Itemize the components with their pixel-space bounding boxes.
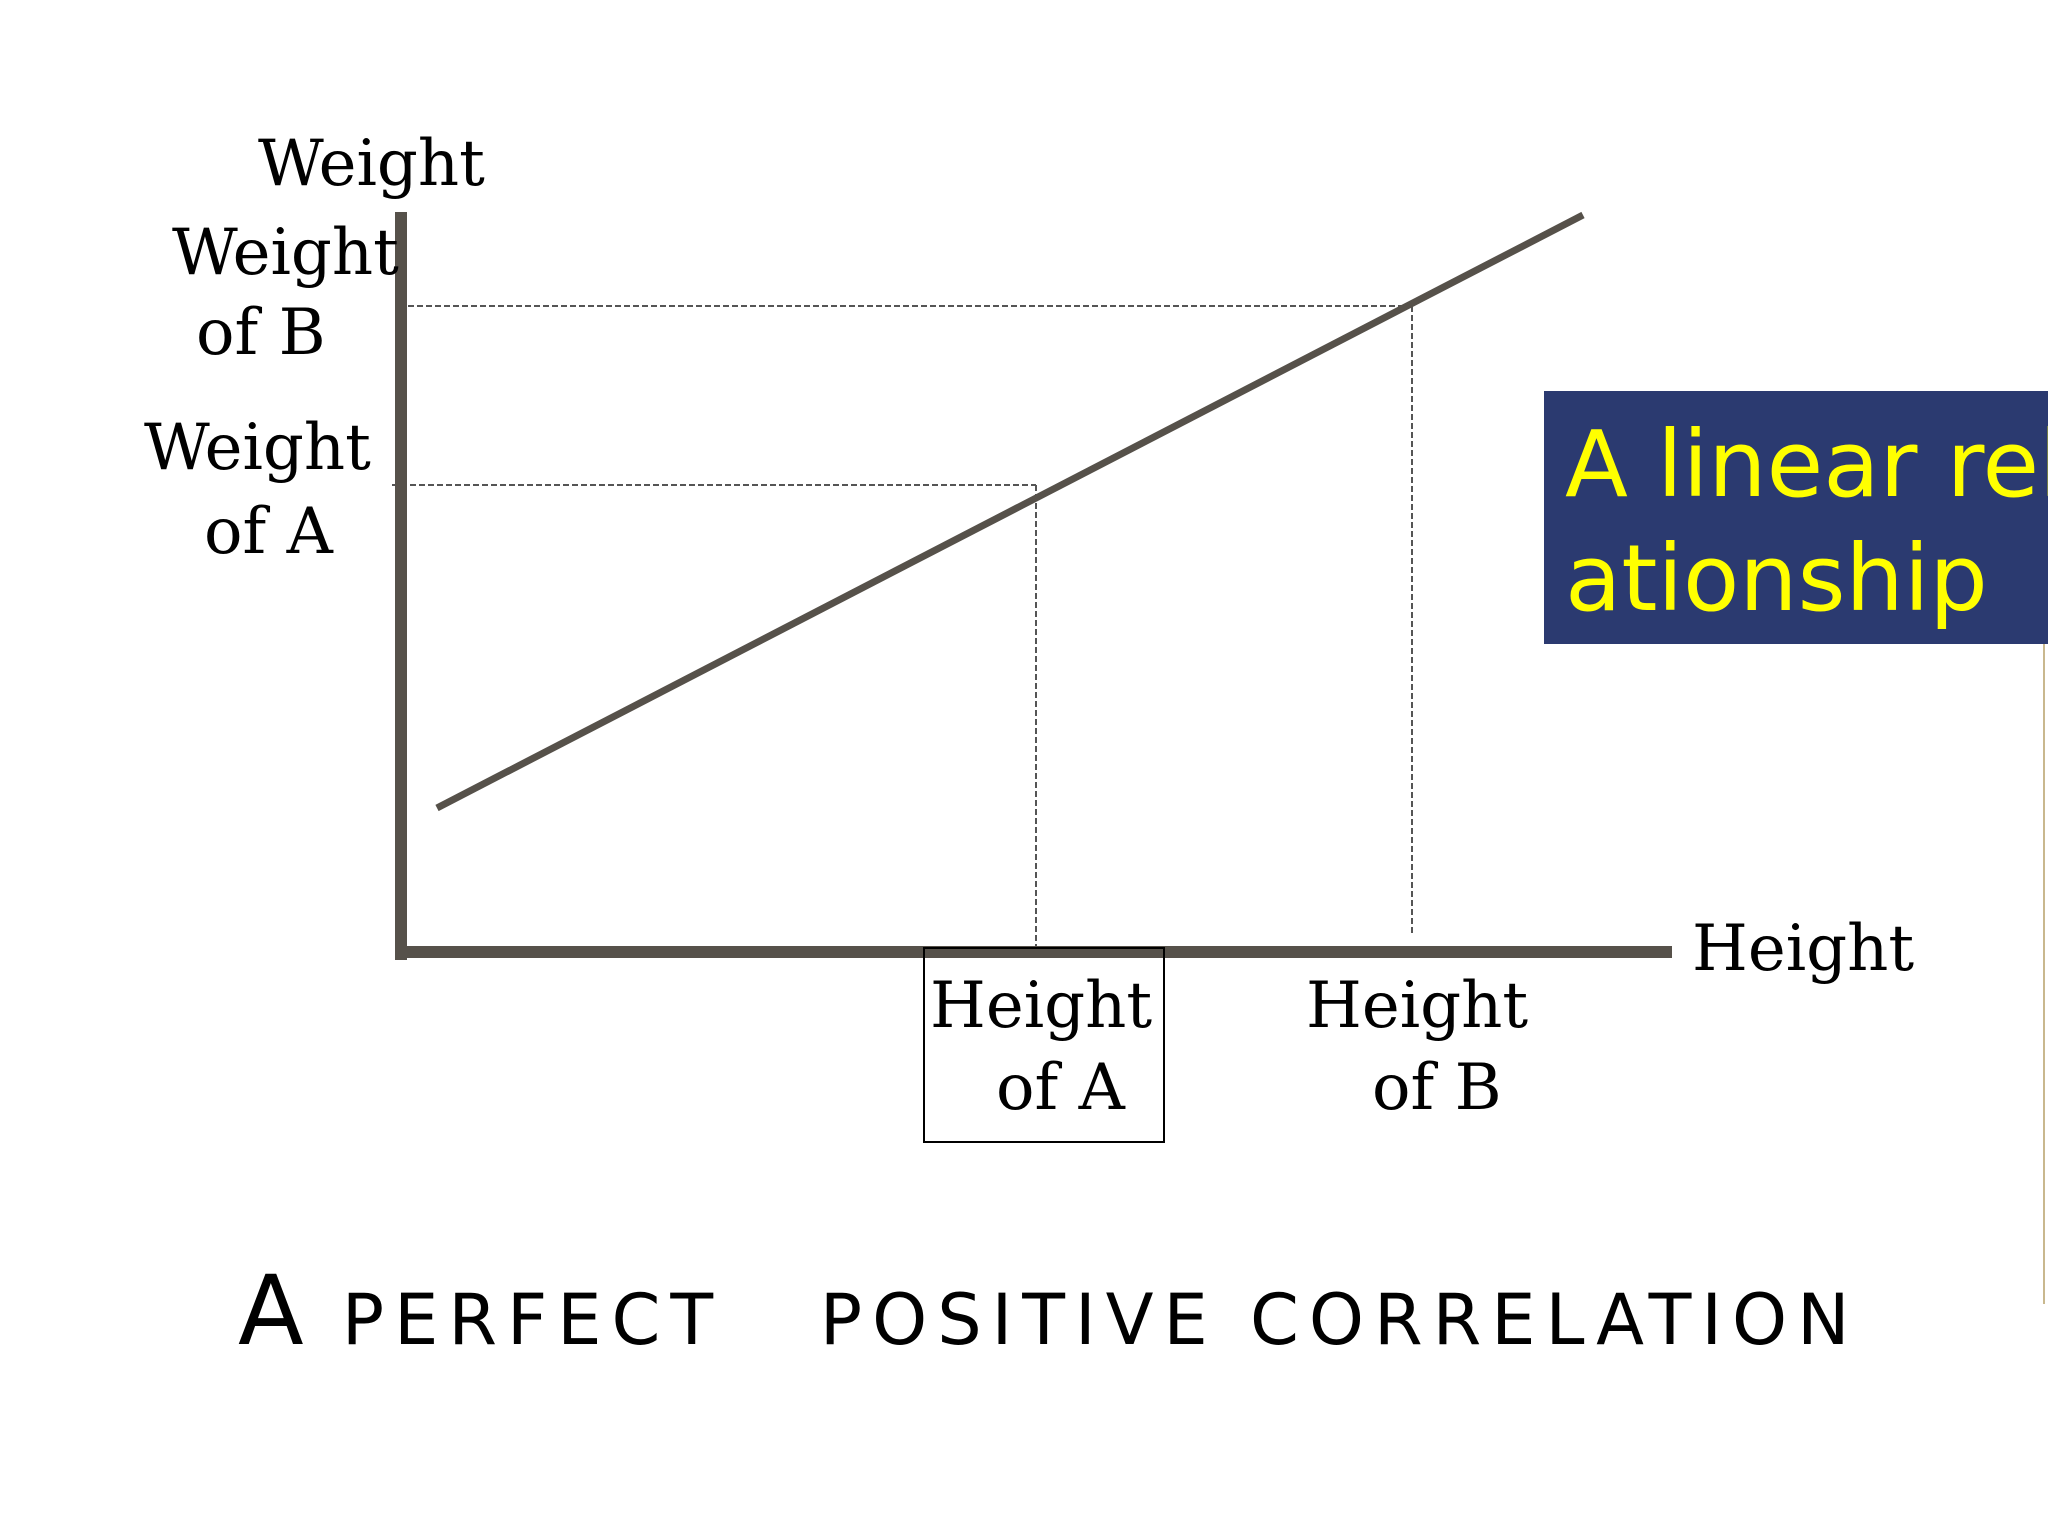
callout-box xyxy=(1544,391,2048,644)
weight-b-label-line1: Weight xyxy=(172,216,399,290)
x-axis-label: Height xyxy=(1692,912,1914,986)
y-axis-label: Weight xyxy=(258,127,485,201)
right-divider xyxy=(2043,644,2045,1304)
title-rest: PERFECT POSITIVE CORRELATION xyxy=(309,1279,1860,1361)
slide-title: A PERFECT POSITIVE CORRELATION xyxy=(238,1255,1859,1367)
trend-line xyxy=(435,211,1585,812)
height-a-box xyxy=(923,947,1165,1143)
height-b-label-line2: of B xyxy=(1372,1051,1502,1125)
height-a-label-line2: of A xyxy=(996,1051,1126,1125)
height-a-label-line1: Height xyxy=(930,969,1152,1043)
weight-a-label-line1: Weight xyxy=(144,411,371,485)
weight-a-label-line2: of A xyxy=(204,495,334,569)
weight-b-label-line2: of B xyxy=(196,296,326,370)
callout-text: A linear relationship xyxy=(1565,411,2048,632)
height-b-label-line1: Height xyxy=(1306,969,1528,1043)
title-first-letter: A xyxy=(238,1255,310,1367)
